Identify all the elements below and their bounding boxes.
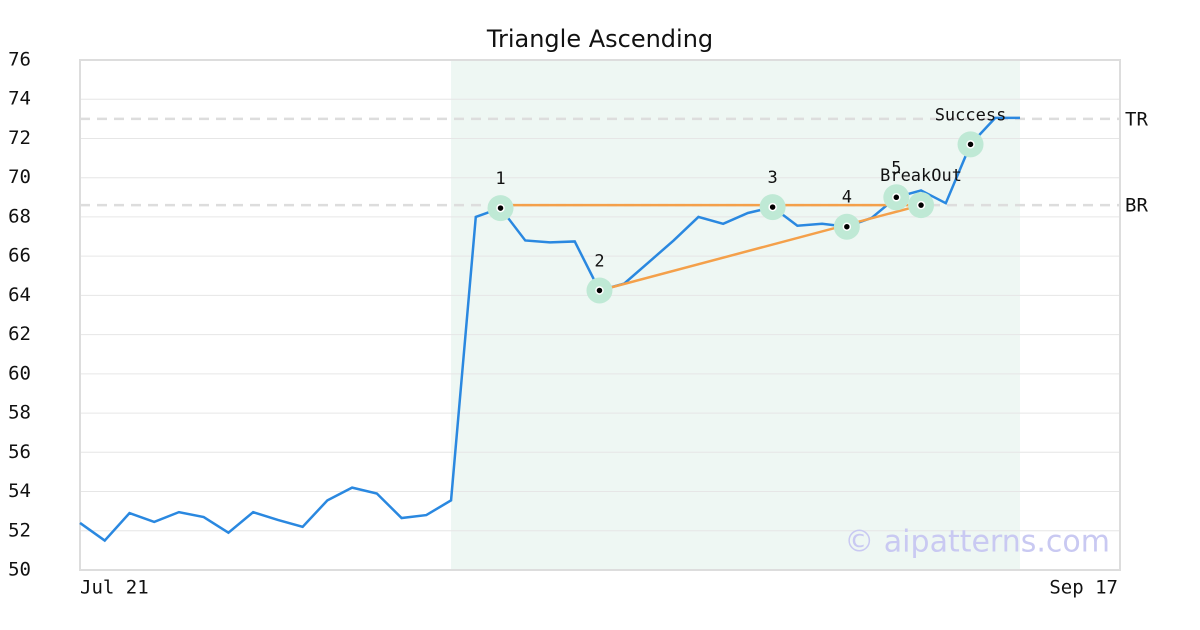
x-tick-label: Sep 17	[1049, 577, 1118, 599]
pivot-dot	[892, 193, 901, 202]
pivot-label: 4	[842, 188, 852, 208]
y-tick-label: 66	[8, 245, 31, 267]
pivot-dot	[966, 140, 975, 149]
y-tick-label: 56	[8, 441, 31, 463]
pivot-label: 1	[495, 169, 505, 189]
pivot-label: Success	[935, 105, 1007, 125]
y-tick-label: 50	[8, 559, 31, 581]
y-tick-label: 68	[8, 205, 31, 227]
y-tick-label: 52	[8, 519, 31, 541]
pivot-dot	[916, 200, 926, 210]
pattern-region	[451, 60, 1021, 570]
trend-line	[599, 203, 922, 292]
pivot-label: BreakOut	[880, 166, 962, 186]
pivot-dot	[496, 203, 505, 213]
pivot-label: 2	[594, 251, 604, 271]
pivot-label: 5	[891, 158, 901, 178]
y-tick-label: 54	[8, 480, 31, 502]
y-tick-label: 74	[8, 88, 31, 110]
plot-frame	[79, 59, 1121, 571]
pivot-label: 3	[768, 168, 778, 188]
y-tick-label: 70	[8, 166, 31, 188]
y-tick-label: 60	[8, 362, 31, 384]
watermark: © aipatterns.com	[844, 525, 1110, 560]
level-label: BR	[1125, 195, 1148, 217]
y-tick-label: 64	[8, 284, 31, 306]
y-tick-label: 76	[8, 49, 31, 71]
pivot-dot	[768, 202, 777, 212]
level-label: TR	[1125, 108, 1148, 130]
pivot-dot	[595, 286, 604, 295]
y-tick-label: 62	[8, 323, 31, 345]
y-tick-label: 58	[8, 402, 31, 424]
pivot-dot	[842, 222, 852, 231]
chart-title: Triangle Ascending	[486, 25, 713, 53]
x-tick-label: Jul 21	[80, 577, 149, 599]
y-tick-label: 72	[8, 127, 31, 149]
